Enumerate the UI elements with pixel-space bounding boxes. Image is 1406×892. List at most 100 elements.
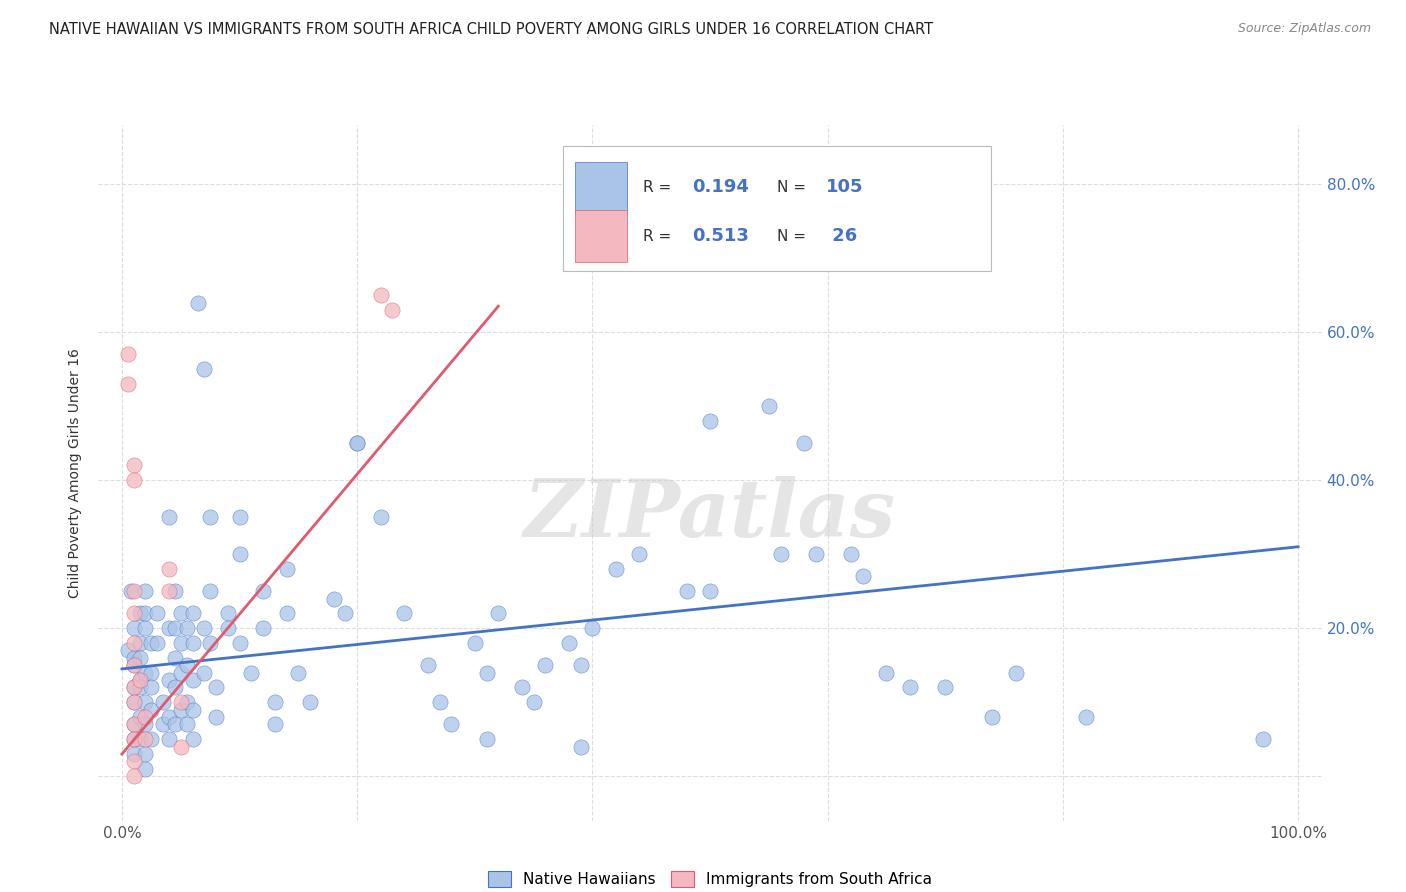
Point bbox=[122, 717, 145, 731]
Point bbox=[475, 665, 498, 680]
Point bbox=[170, 636, 193, 650]
Point bbox=[205, 710, 228, 724]
Point bbox=[416, 658, 439, 673]
FancyBboxPatch shape bbox=[575, 161, 627, 213]
Point bbox=[429, 695, 451, 709]
Text: NATIVE HAWAIIAN VS IMMIGRANTS FROM SOUTH AFRICA CHILD POVERTY AMONG GIRLS UNDER : NATIVE HAWAIIAN VS IMMIGRANTS FROM SOUTH… bbox=[49, 22, 934, 37]
Point bbox=[569, 658, 592, 673]
Point bbox=[122, 732, 145, 747]
Point bbox=[370, 288, 392, 302]
Point bbox=[146, 607, 169, 621]
Point bbox=[440, 717, 463, 731]
Point bbox=[122, 681, 145, 695]
Point bbox=[875, 665, 897, 680]
Point bbox=[176, 658, 198, 673]
Point bbox=[163, 621, 186, 635]
Point bbox=[163, 681, 186, 695]
Point bbox=[134, 695, 156, 709]
Point bbox=[141, 681, 163, 695]
Text: Source: ZipAtlas.com: Source: ZipAtlas.com bbox=[1237, 22, 1371, 36]
Point bbox=[299, 695, 322, 709]
Point bbox=[1004, 665, 1026, 680]
Point bbox=[558, 636, 581, 650]
Point bbox=[652, 236, 675, 251]
Point bbox=[134, 762, 156, 776]
Point bbox=[198, 510, 221, 524]
Text: N =: N = bbox=[778, 180, 811, 195]
Point bbox=[128, 681, 150, 695]
Point bbox=[146, 636, 169, 650]
Point bbox=[181, 703, 204, 717]
Point bbox=[346, 436, 368, 450]
Point bbox=[475, 732, 498, 747]
Point bbox=[287, 665, 309, 680]
FancyBboxPatch shape bbox=[564, 145, 991, 271]
Point bbox=[134, 717, 156, 731]
Legend: Native Hawaiians, Immigrants from South Africa: Native Hawaiians, Immigrants from South … bbox=[482, 865, 938, 892]
Point bbox=[157, 673, 180, 687]
Point bbox=[134, 710, 156, 724]
Point bbox=[176, 621, 198, 635]
Point bbox=[170, 665, 193, 680]
Point bbox=[392, 607, 416, 621]
Point bbox=[122, 755, 145, 769]
Point bbox=[128, 710, 150, 724]
Point bbox=[122, 769, 145, 783]
Point bbox=[569, 739, 592, 754]
Point bbox=[128, 673, 150, 687]
Point bbox=[252, 621, 274, 635]
Point bbox=[117, 376, 139, 391]
Point bbox=[157, 732, 180, 747]
Point bbox=[198, 636, 221, 650]
Point bbox=[170, 703, 193, 717]
Point bbox=[122, 473, 145, 487]
Text: R =: R = bbox=[643, 180, 676, 195]
Point bbox=[134, 621, 156, 635]
Text: 26: 26 bbox=[827, 227, 858, 245]
Point bbox=[122, 747, 145, 761]
Point bbox=[699, 414, 721, 428]
Point bbox=[193, 665, 215, 680]
Point bbox=[675, 584, 697, 599]
Point bbox=[346, 436, 368, 450]
Point bbox=[122, 658, 145, 673]
Point bbox=[141, 703, 163, 717]
Point bbox=[934, 681, 956, 695]
Point bbox=[628, 547, 651, 561]
Text: N =: N = bbox=[778, 228, 811, 244]
Point bbox=[122, 695, 145, 709]
Text: ZIPatlas: ZIPatlas bbox=[524, 475, 896, 553]
Point bbox=[523, 695, 546, 709]
Point bbox=[157, 510, 180, 524]
Point bbox=[205, 681, 228, 695]
Point bbox=[240, 665, 263, 680]
Text: 0.513: 0.513 bbox=[692, 227, 748, 245]
Point bbox=[134, 607, 156, 621]
Point bbox=[134, 665, 156, 680]
Point bbox=[141, 732, 163, 747]
Point bbox=[263, 717, 285, 731]
Point bbox=[193, 362, 215, 376]
Point bbox=[510, 681, 533, 695]
Point bbox=[852, 569, 875, 583]
Point bbox=[228, 510, 250, 524]
Point bbox=[157, 621, 180, 635]
Point bbox=[370, 510, 392, 524]
Point bbox=[141, 636, 163, 650]
Text: 105: 105 bbox=[827, 178, 863, 196]
Point bbox=[120, 584, 142, 599]
Point bbox=[181, 732, 204, 747]
Point bbox=[263, 695, 285, 709]
Point bbox=[252, 584, 274, 599]
Point bbox=[152, 717, 174, 731]
Point bbox=[170, 739, 193, 754]
Point bbox=[163, 650, 186, 665]
Point bbox=[122, 607, 145, 621]
Point bbox=[163, 717, 186, 731]
Point bbox=[170, 607, 193, 621]
Text: 0.194: 0.194 bbox=[692, 178, 748, 196]
Point bbox=[128, 607, 150, 621]
Point bbox=[605, 562, 627, 576]
Point bbox=[122, 717, 145, 731]
Point bbox=[181, 673, 204, 687]
